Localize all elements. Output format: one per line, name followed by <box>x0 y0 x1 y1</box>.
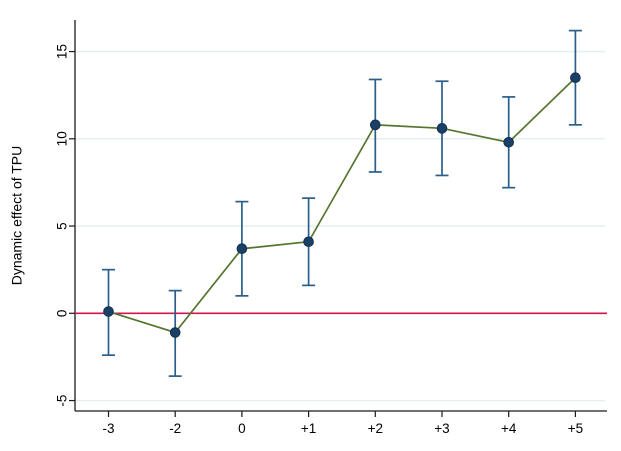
x-tick-label: 0 <box>238 421 246 436</box>
x-tick-label: +1 <box>301 421 316 436</box>
y-tick-label: -5 <box>55 395 70 407</box>
x-tick-label: +3 <box>434 421 449 436</box>
x-tick-label: -3 <box>102 421 114 436</box>
y-tick-label: 15 <box>55 44 70 59</box>
data-point <box>169 327 181 338</box>
data-point <box>436 123 448 134</box>
x-tick-label: +4 <box>501 421 517 436</box>
y-tick-label: 0 <box>55 310 70 318</box>
data-point <box>303 236 314 248</box>
y-axis-label: Dynamic effect of TPU <box>8 145 25 286</box>
y-tick-label: 5 <box>55 222 70 230</box>
data-point <box>236 243 248 255</box>
data-point <box>370 119 381 131</box>
trend-line <box>108 77 576 334</box>
x-tick-label: -2 <box>169 421 181 436</box>
x-tick-label: +5 <box>568 421 583 436</box>
data-point <box>503 136 515 148</box>
data-point <box>103 306 114 317</box>
x-tick-label: +2 <box>368 421 383 436</box>
data-point <box>570 72 581 84</box>
y-tick-label: 10 <box>55 131 70 146</box>
